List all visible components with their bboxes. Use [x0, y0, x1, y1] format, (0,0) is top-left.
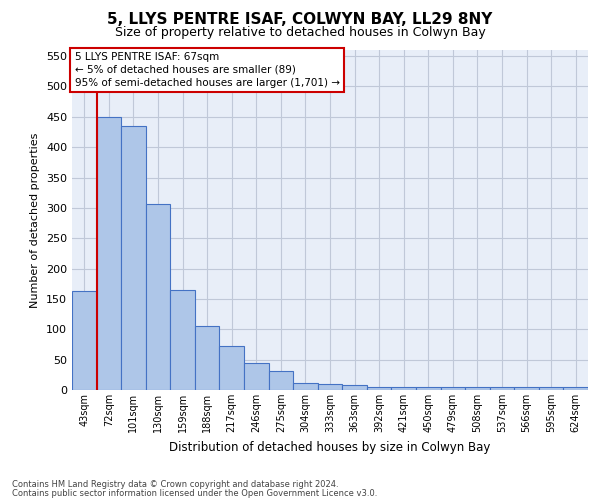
Bar: [563, 387, 588, 390]
Y-axis label: Number of detached properties: Number of detached properties: [31, 132, 40, 308]
Bar: [440, 387, 465, 390]
Bar: [514, 387, 539, 390]
Bar: [97, 117, 121, 390]
Bar: [342, 385, 367, 390]
Bar: [318, 384, 342, 390]
Bar: [367, 387, 391, 390]
Bar: [121, 126, 146, 390]
Bar: [72, 291, 97, 390]
Bar: [416, 387, 440, 390]
Bar: [490, 387, 514, 390]
Text: Contains public sector information licensed under the Open Government Licence v3: Contains public sector information licen…: [12, 489, 377, 498]
Bar: [195, 326, 220, 390]
Bar: [220, 346, 244, 390]
Bar: [146, 204, 170, 390]
Bar: [465, 387, 490, 390]
Bar: [539, 387, 563, 390]
Bar: [269, 370, 293, 390]
Text: 5, LLYS PENTRE ISAF, COLWYN BAY, LL29 8NY: 5, LLYS PENTRE ISAF, COLWYN BAY, LL29 8N…: [107, 12, 493, 28]
Bar: [293, 384, 318, 390]
X-axis label: Distribution of detached houses by size in Colwyn Bay: Distribution of detached houses by size …: [169, 440, 491, 454]
Bar: [244, 364, 269, 390]
Text: Contains HM Land Registry data © Crown copyright and database right 2024.: Contains HM Land Registry data © Crown c…: [12, 480, 338, 489]
Bar: [170, 290, 195, 390]
Bar: [391, 387, 416, 390]
Text: 5 LLYS PENTRE ISAF: 67sqm
← 5% of detached houses are smaller (89)
95% of semi-d: 5 LLYS PENTRE ISAF: 67sqm ← 5% of detach…: [74, 52, 340, 88]
Text: Size of property relative to detached houses in Colwyn Bay: Size of property relative to detached ho…: [115, 26, 485, 39]
